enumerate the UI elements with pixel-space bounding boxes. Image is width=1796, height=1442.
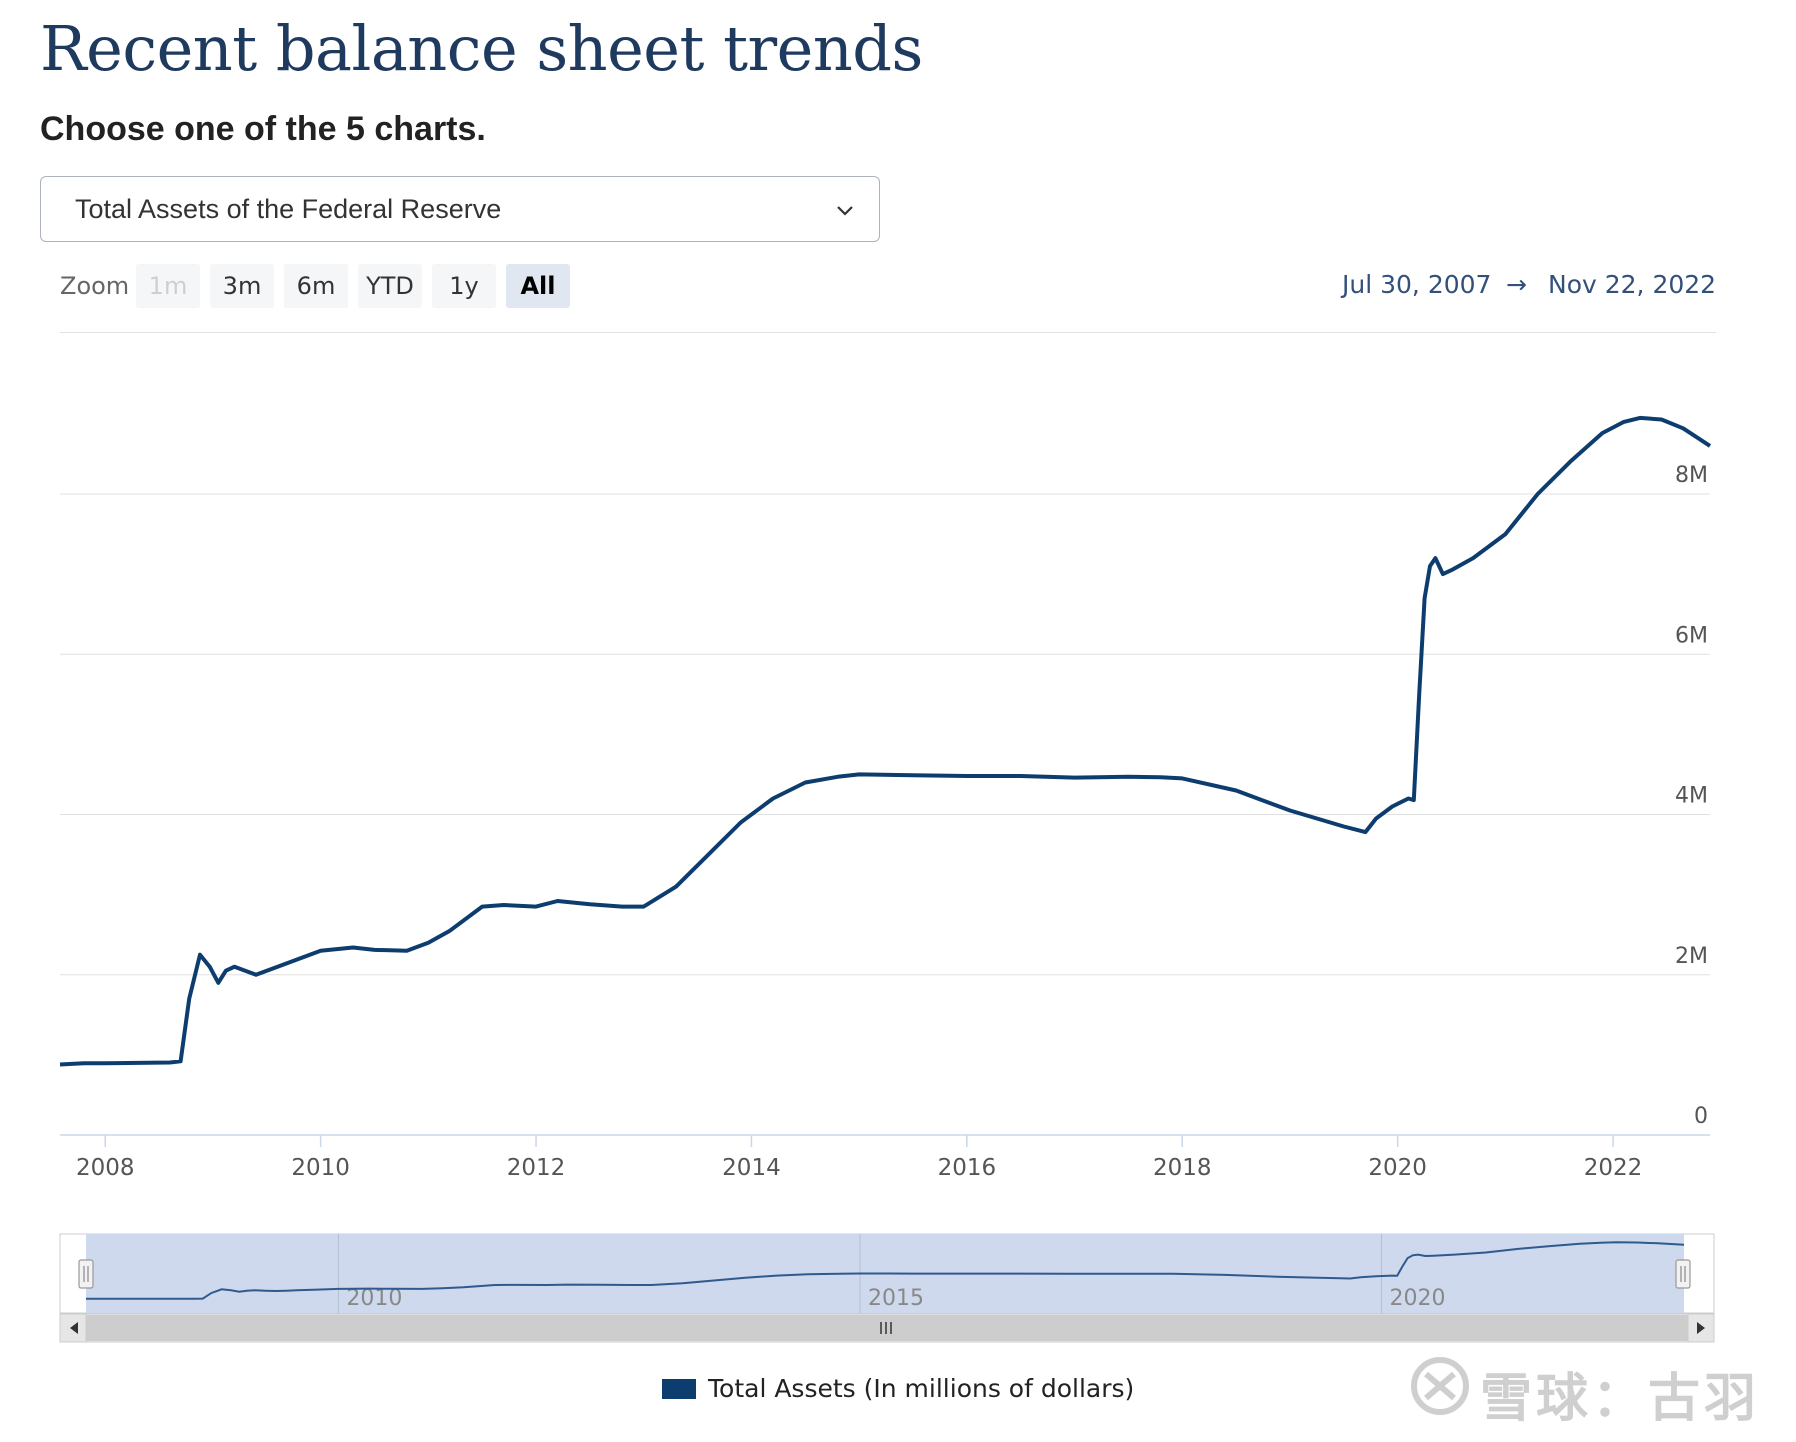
zoom-label: Zoom (60, 272, 130, 300)
arrow-left-icon (70, 1322, 78, 1334)
scroll-right-button[interactable] (1687, 1313, 1715, 1343)
zoom-3m-button[interactable]: 3m (210, 264, 274, 308)
y-gridlines (60, 493, 1710, 976)
x-tick-label: 2022 (1584, 1155, 1643, 1181)
chart-select[interactable]: Total Assets of the Federal Reserve (40, 176, 880, 242)
zoom-all-button[interactable]: All (506, 264, 570, 308)
zoom-6m-button[interactable]: 6m (284, 264, 348, 308)
toolbar-divider (60, 332, 1716, 333)
navigator-tick-label: 2010 (346, 1286, 402, 1311)
navigator-tick-label: 2015 (868, 1286, 924, 1311)
chevron-down-icon (837, 206, 853, 216)
legend-label: Total Assets (In millions of dollars) (708, 1374, 1135, 1403)
navigator-handle-right[interactable] (1675, 1259, 1691, 1289)
scroll-left-button[interactable] (59, 1313, 87, 1343)
x-tick-label: 2010 (291, 1155, 350, 1181)
legend-item-total-assets[interactable]: Total Assets (In millions of dollars) (662, 1374, 1134, 1403)
x-axis-ticks (104, 1135, 1614, 1147)
zoom-1y-button[interactable]: 1y (432, 264, 496, 308)
range-to-date[interactable]: Nov 22, 2022 (1548, 270, 1717, 299)
x-tick-label: 2014 (722, 1155, 781, 1181)
y-tick-label: 8M (1675, 463, 1708, 488)
chart-select-value: Total Assets of the Federal Reserve (75, 193, 502, 224)
watermark-logo-icon (1411, 1357, 1469, 1415)
y-tick-label: 2M (1675, 944, 1708, 969)
y-axis-labels: 0 2M 4M 6M 8M (1675, 463, 1708, 1129)
watermark-text: 雪球：古羽 (1480, 1369, 1761, 1429)
x-axis-labels: 2008 2010 2012 2014 2016 2018 2020 2022 (76, 1155, 1642, 1181)
y-tick-label: 0 (1694, 1104, 1708, 1129)
x-tick-label: 2012 (507, 1155, 566, 1181)
scrollbar-thumb[interactable] (86, 1315, 1688, 1341)
x-tick-label: 2008 (76, 1155, 135, 1181)
total-assets-series-line (59, 415, 1712, 1067)
legend-swatch (662, 1378, 696, 1399)
navigator-labels: 2010 2015 2020 (346, 1286, 1445, 1311)
navigator-series-line (85, 1241, 1685, 1300)
page-title: Recent balance sheet trends (40, 12, 923, 85)
zoom-ytd-button[interactable]: YTD (358, 264, 422, 308)
x-tick-label: 2016 (938, 1155, 997, 1181)
y-tick-label: 6M (1675, 623, 1708, 648)
navigator-tick-label: 2020 (1390, 1286, 1446, 1311)
range-arrow: → (1506, 270, 1527, 299)
scrollbar-grip-icon (880, 1322, 892, 1334)
chart-chooser-prompt: Choose one of the 5 charts. (40, 110, 486, 148)
y-tick-label: 4M (1675, 784, 1708, 809)
zoom-1m-button[interactable]: 1m (136, 264, 200, 308)
arrow-right-icon (1697, 1322, 1705, 1334)
navigator-handle-left[interactable] (78, 1259, 94, 1289)
navigator: 2010 2015 2020 (59, 1233, 1715, 1343)
x-tick-label: 2020 (1368, 1155, 1427, 1181)
range-from-date[interactable]: Jul 30, 2007 (1342, 270, 1492, 299)
x-tick-label: 2018 (1153, 1155, 1212, 1181)
